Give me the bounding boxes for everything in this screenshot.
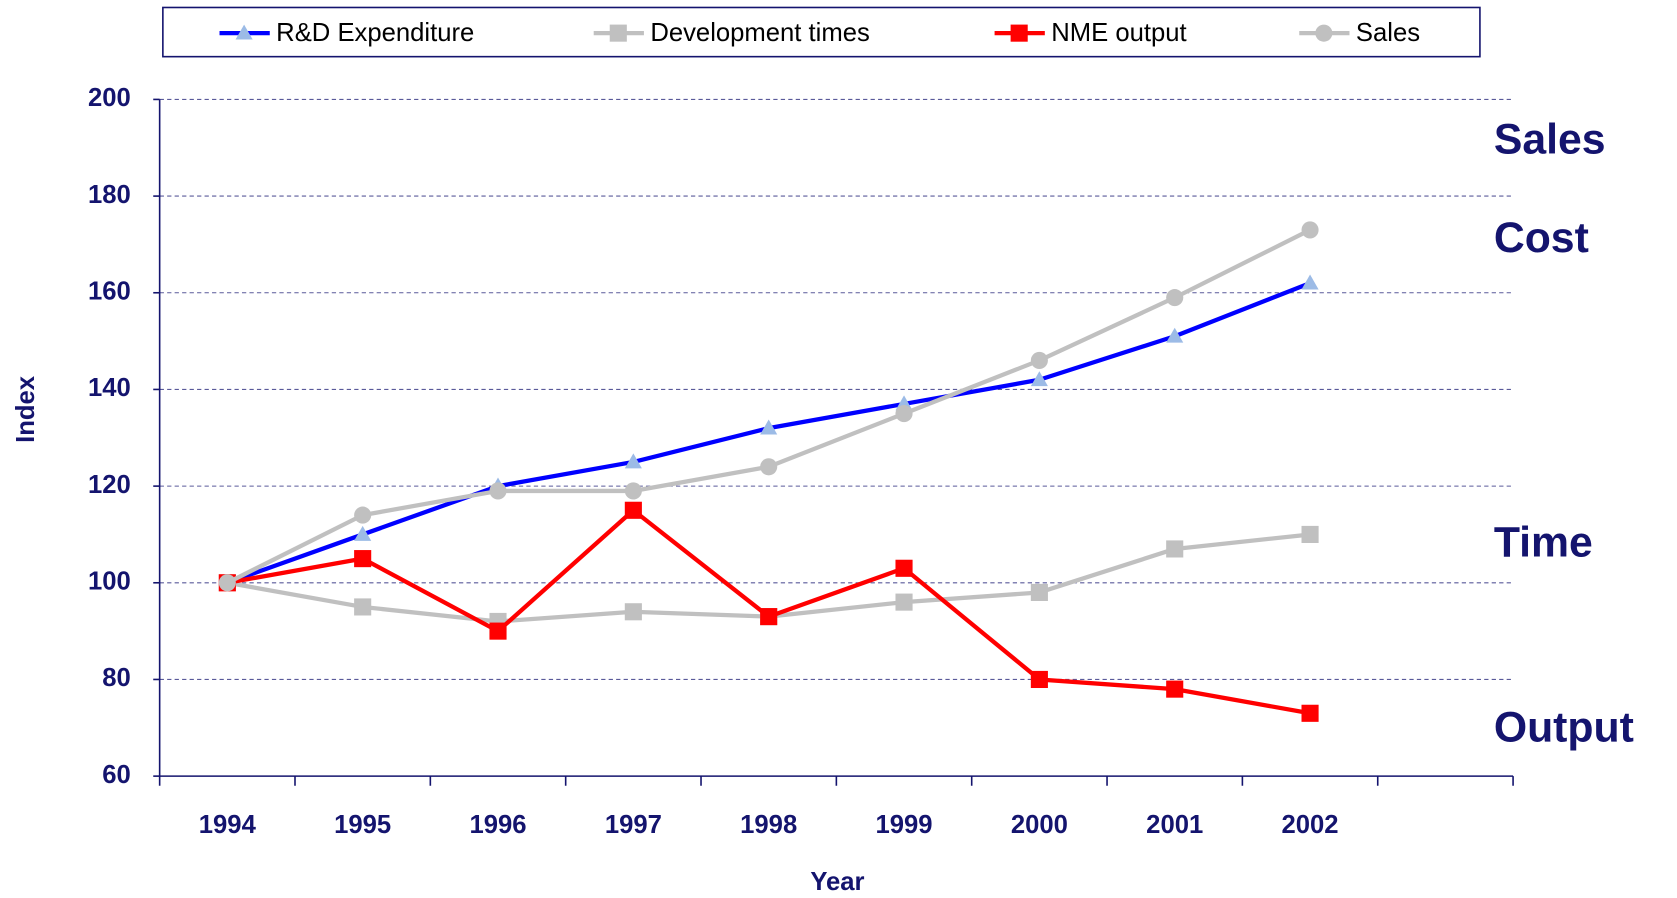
data-point — [1030, 670, 1048, 689]
legend-label: R&D Expenditure — [276, 19, 474, 47]
data-point — [760, 419, 778, 435]
y-axis-label: Index — [12, 375, 40, 443]
legend-box — [162, 6, 1481, 58]
data-point — [624, 501, 642, 519]
legend-label: NME output — [1051, 19, 1186, 47]
data-point — [1030, 583, 1048, 602]
legend-marker — [1010, 24, 1028, 42]
x-tick-label: 2000 — [1011, 811, 1068, 839]
data-point — [1166, 327, 1184, 343]
data-point — [354, 598, 372, 616]
legend-marker — [235, 24, 253, 40]
x-tick-label: 1999 — [876, 811, 933, 839]
data-point — [624, 482, 642, 500]
data-point — [1166, 540, 1184, 558]
data-point — [760, 608, 778, 626]
annotation: Sales — [1494, 115, 1606, 163]
data-point — [895, 593, 913, 611]
data-point — [1301, 525, 1319, 543]
data-point — [489, 482, 507, 500]
data-point — [1030, 371, 1048, 387]
data-point — [354, 550, 372, 568]
x-tick-label: 1998 — [740, 811, 797, 839]
data-point — [354, 525, 372, 541]
data-point — [218, 574, 236, 592]
data-point — [895, 405, 913, 423]
y-tick-label: 160 — [88, 278, 131, 306]
data-point — [624, 603, 642, 621]
x-tick-label: 2001 — [1146, 811, 1203, 839]
y-tick-label: 100 — [88, 568, 131, 596]
x-tick-label: 2002 — [1282, 811, 1339, 839]
legend-marker — [609, 24, 627, 42]
data-point — [1166, 289, 1184, 307]
data-point — [354, 506, 372, 524]
y-tick-label: 120 — [88, 471, 131, 499]
y-tick-label: 60 — [102, 761, 131, 789]
data-point — [1301, 274, 1319, 290]
data-point — [489, 622, 507, 640]
annotation: Cost — [1494, 214, 1589, 262]
y-tick-label: 180 — [88, 181, 131, 209]
series-line — [226, 228, 1312, 585]
annotation: Output — [1494, 703, 1634, 751]
y-tick-label: 200 — [88, 84, 131, 112]
legend-label: Sales — [1356, 19, 1420, 47]
x-tick-label: 1996 — [469, 811, 526, 839]
x-tick-label: 1994 — [199, 811, 257, 839]
data-point — [1166, 680, 1184, 698]
legend-label: Development times — [650, 19, 869, 47]
legend-marker — [1315, 24, 1333, 42]
y-tick-label: 80 — [102, 664, 131, 692]
data-point — [760, 458, 778, 476]
data-point — [895, 559, 913, 577]
x-axis-label: Year — [810, 868, 864, 896]
x-tick-label: 1997 — [605, 811, 662, 839]
data-point — [624, 453, 642, 469]
x-tick-label: 1995 — [334, 811, 391, 839]
data-point — [1030, 351, 1048, 369]
y-tick-label: 140 — [88, 374, 131, 402]
data-point — [1301, 221, 1319, 239]
annotation: Time — [1494, 519, 1593, 567]
data-point — [1301, 704, 1319, 722]
